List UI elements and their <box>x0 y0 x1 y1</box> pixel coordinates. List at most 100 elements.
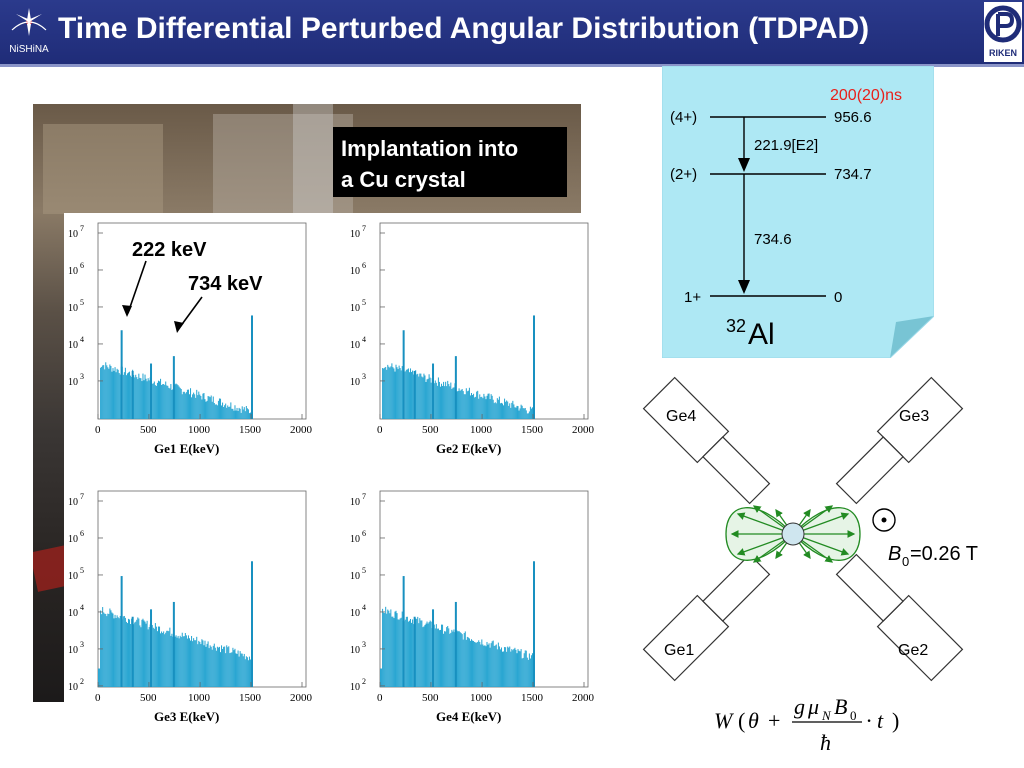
spectrum-bin <box>406 616 408 687</box>
spectrum-bin <box>381 668 383 687</box>
spectrum-bin <box>227 647 229 687</box>
spectrum-bin <box>446 627 448 687</box>
annotation-222kev: 222 keV <box>132 239 207 261</box>
spectrum-bin <box>418 376 420 419</box>
spectrum-bin <box>525 650 527 687</box>
spectrum-bin <box>478 640 480 687</box>
spectrum-bin <box>407 621 409 687</box>
spectrum-bin <box>430 382 432 419</box>
spectrum-bin <box>515 649 517 687</box>
spectrum-bin <box>480 397 482 419</box>
spectrum-bin <box>194 640 196 687</box>
spectrum-bin <box>144 374 146 419</box>
nishina-logo-mark <box>11 8 47 36</box>
spectrum-bin <box>448 628 450 687</box>
formula-dot-t: · t <box>866 708 884 733</box>
spectrum-bin <box>497 399 499 419</box>
spectrum-bin <box>447 380 449 419</box>
spectrum-bin <box>447 625 449 687</box>
formula-W: W <box>714 708 734 733</box>
spectrum-peak <box>131 370 134 419</box>
spectrum-bin <box>497 642 499 687</box>
spectrum-bin <box>169 627 171 687</box>
spectrum-bin <box>390 609 392 687</box>
x-tick-label: 0 <box>377 424 383 436</box>
spectrum-bin <box>425 381 427 419</box>
spectrum-bin <box>223 406 225 419</box>
spectrum-bin <box>465 388 467 419</box>
spectrum-bin <box>177 385 179 419</box>
spectrum-bin <box>158 381 161 419</box>
spectrum-bin <box>521 405 523 419</box>
y-tick-exponent: 2 <box>80 677 84 686</box>
x-tick-label: 0 <box>95 692 101 704</box>
spectrum-bin <box>409 618 412 687</box>
spectrum-bin <box>463 394 465 419</box>
spectrum-bin <box>122 616 124 687</box>
level-energy-3: 0 <box>834 289 842 306</box>
spectrum-bin <box>234 648 236 687</box>
y-tick-base: 10 <box>68 266 78 277</box>
spectrum-bin <box>382 368 384 419</box>
spectrum-bin <box>236 407 238 419</box>
y-tick-exponent: 2 <box>362 677 366 686</box>
spectrum-bin <box>393 368 395 419</box>
spectrum-bin <box>218 398 220 419</box>
spectrum-bin <box>427 378 429 419</box>
page-title: Time Differential Perturbed Angular Dist… <box>58 12 870 45</box>
spectrum-bin <box>426 379 428 419</box>
spectrum-bin <box>148 380 150 419</box>
spectrum-bin <box>483 645 485 687</box>
spectrum-bin <box>236 653 238 687</box>
spectrum-bin <box>198 640 200 687</box>
spectrum-bin <box>116 368 118 419</box>
spectrum-bin <box>459 390 461 419</box>
spectrum-bin <box>389 367 391 419</box>
detector-diagram: Ge4 Ge3 Ge1 Ge2 B 0 =0.26 T <box>636 370 1024 682</box>
implantation-callout: Implantation into a Cu crystal <box>333 127 567 197</box>
spectrum-bin <box>500 647 502 687</box>
spectrum-bin <box>401 366 403 419</box>
spectrum-bin <box>462 639 464 687</box>
riken-logo: RIKEN <box>984 2 1022 62</box>
formula-N: N <box>821 708 832 723</box>
spectrum-bin <box>408 620 410 687</box>
spectrum-bin <box>453 387 455 419</box>
spectrum-bin <box>478 398 480 419</box>
spectrum-bin <box>115 618 117 687</box>
field-symbol: B <box>888 543 901 565</box>
spectrum-bin <box>199 394 201 419</box>
spectrum-bin <box>112 613 114 687</box>
spectrum-bin <box>452 631 454 687</box>
spectrum-bin <box>110 365 112 419</box>
spectrum-peak <box>251 315 253 419</box>
spectrum-bin <box>157 380 159 419</box>
spectrum-bin <box>188 638 191 687</box>
x-tick-label: 1500 <box>239 424 262 436</box>
spectrum-bin <box>419 618 421 687</box>
x-tick-label: 1000 <box>188 424 211 436</box>
spectrum-bin <box>123 615 125 687</box>
spectrum-bin <box>249 659 251 687</box>
spectrum-bin <box>107 367 109 419</box>
spectrum-bin <box>493 645 495 687</box>
spectrum-bin <box>131 376 133 419</box>
y-tick-exponent: 6 <box>362 261 366 270</box>
spectrum-bin <box>458 630 460 687</box>
spectrum-bin <box>404 619 406 687</box>
spectrum-bin <box>188 394 191 419</box>
spectrum-bin <box>511 649 513 687</box>
spectrum-bin <box>141 619 143 687</box>
spectrum-bin <box>234 405 236 419</box>
spectrum-bin <box>506 651 508 687</box>
spectrum-bin <box>524 407 526 419</box>
spectrum-bin <box>522 408 524 419</box>
spectrum-bin <box>178 638 180 687</box>
y-tick-base: 10 <box>68 608 78 619</box>
spectrum-bin <box>512 400 514 419</box>
y-tick-base: 10 <box>68 303 78 314</box>
spectrum-bin <box>104 613 106 687</box>
level-scheme-panel: 200(20)ns (4+) (2+) 1+ 956.6 734.7 0 221… <box>661 65 935 359</box>
spectrum-bin <box>229 406 231 419</box>
spectrum-bin <box>498 396 500 419</box>
